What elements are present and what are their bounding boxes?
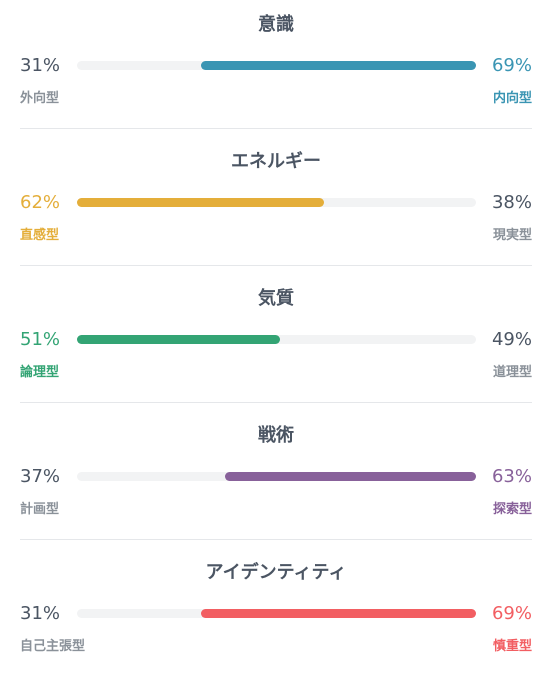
left-pole-label: 直感型: [20, 228, 60, 243]
trait-bar-track: [77, 61, 476, 70]
section-divider: [20, 265, 532, 266]
trait-mind: 意識 31% 69% 外向型 内向型: [0, 0, 552, 137]
trait-title: 意識: [258, 14, 294, 35]
right-pole-label: 道理型: [492, 365, 532, 380]
right-percent: 63%: [491, 466, 532, 487]
left-pole-label: 外向型: [20, 91, 60, 106]
left-percent: 31%: [20, 55, 61, 76]
section-divider: [20, 128, 532, 129]
trait-nature: 気質 51% 49% 論理型 道理型: [0, 274, 552, 411]
trait-energy: エネルギー 62% 38% 直感型 現実型: [0, 137, 552, 274]
left-pole-label: 論理型: [20, 365, 60, 380]
section-divider: [20, 539, 532, 540]
right-percent: 38%: [491, 192, 532, 213]
right-pole-label: 慎重型: [492, 639, 532, 654]
left-percent: 37%: [20, 466, 61, 487]
right-percent: 49%: [491, 329, 532, 350]
section-divider: [20, 402, 532, 403]
trait-bar-track: [77, 472, 476, 481]
trait-bar-fill: [77, 335, 281, 344]
trait-bar-track: [77, 198, 476, 207]
right-pole-label: 内向型: [492, 91, 532, 106]
trait-title: 気質: [258, 288, 294, 309]
trait-title: エネルギー: [231, 151, 321, 172]
trait-bar-track: [77, 335, 476, 344]
left-pole-label: 自己主張型: [20, 639, 86, 654]
left-percent: 62%: [20, 192, 61, 213]
right-pole-label: 探索型: [492, 502, 532, 517]
right-percent: 69%: [491, 55, 532, 76]
trait-bar-track: [77, 609, 476, 618]
left-percent: 31%: [20, 603, 61, 624]
left-pole-label: 計画型: [20, 502, 60, 517]
trait-bar-fill: [200, 61, 476, 70]
trait-bar-fill: [200, 609, 476, 618]
trait-identity: アイデンティティ 31% 69% 自己主張型 慎重型: [0, 548, 552, 685]
trait-tactics: 戦術 37% 63% 計画型 探索型: [0, 411, 552, 548]
left-percent: 51%: [20, 329, 61, 350]
trait-title: 戦術: [258, 425, 294, 446]
trait-title: アイデンティティ: [205, 562, 347, 583]
right-percent: 69%: [491, 603, 532, 624]
trait-bar-fill: [77, 198, 325, 207]
right-pole-label: 現実型: [492, 228, 532, 243]
trait-bar-fill: [224, 472, 476, 481]
